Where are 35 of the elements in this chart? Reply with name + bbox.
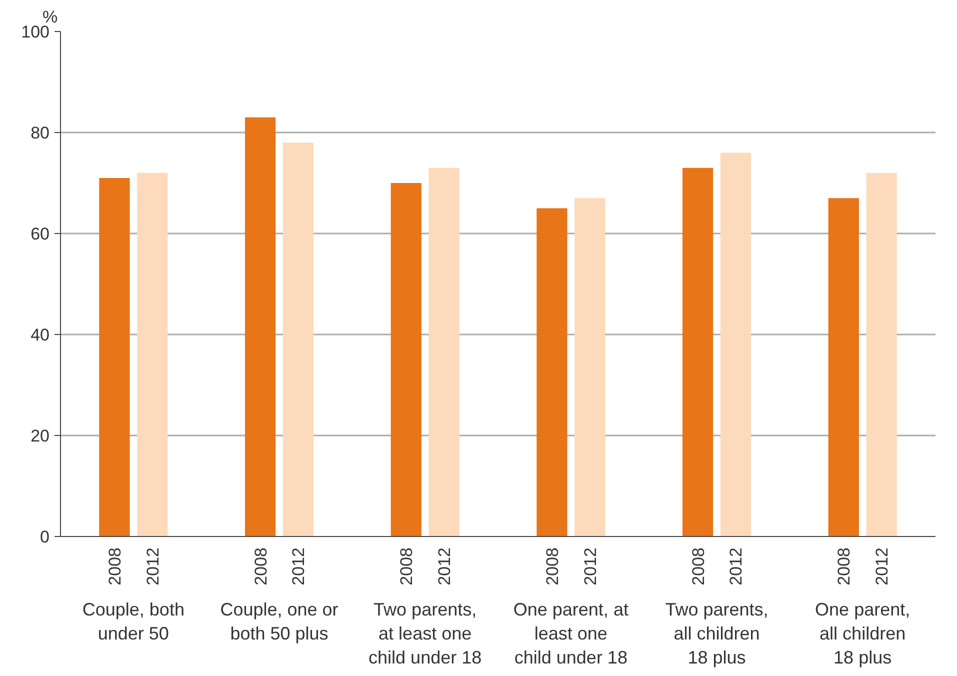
text: 2008 — [542, 547, 562, 586]
bar — [99, 178, 130, 536]
bar — [282, 142, 314, 536]
bar — [390, 183, 422, 536]
text: 2008 — [105, 547, 124, 586]
bar — [574, 198, 606, 536]
bar — [536, 208, 568, 536]
x-tick-label: One parent, at least one child under 18 — [513, 600, 628, 668]
x-tick-label: Two parents, at least one child under 18 — [368, 600, 482, 668]
text: 2012 — [435, 547, 454, 586]
y-tick-label: 40 — [30, 326, 50, 344]
text: 2012 — [872, 547, 892, 586]
text: 2008 — [397, 547, 416, 586]
text: 2012 — [289, 547, 308, 586]
text: 2012 — [580, 547, 600, 586]
text: 2012 — [726, 547, 746, 586]
bar — [428, 168, 460, 536]
bar — [137, 172, 168, 536]
text: 2008 — [688, 547, 708, 586]
y-tick-label: 80 — [30, 124, 50, 142]
x-tick-label: One parent, all children 18 plus — [815, 600, 910, 668]
bar — [682, 168, 714, 536]
bar — [828, 198, 859, 536]
bar — [866, 172, 897, 536]
bar — [720, 152, 752, 536]
bar — [244, 117, 276, 536]
text: 2012 — [143, 547, 162, 586]
y-tick-label: 60 — [30, 224, 50, 244]
x-tick-label: Couple, both under 50 — [82, 600, 184, 644]
y-tick-label: 0 — [40, 528, 50, 546]
text: 2008 — [834, 547, 854, 586]
x-tick-label: Two parents, all children 18 plus — [665, 600, 768, 668]
x-tick-label: Couple, one or both 50 plus — [220, 600, 338, 644]
y-tick-label: 20 — [30, 426, 50, 446]
text: 2008 — [251, 547, 270, 586]
